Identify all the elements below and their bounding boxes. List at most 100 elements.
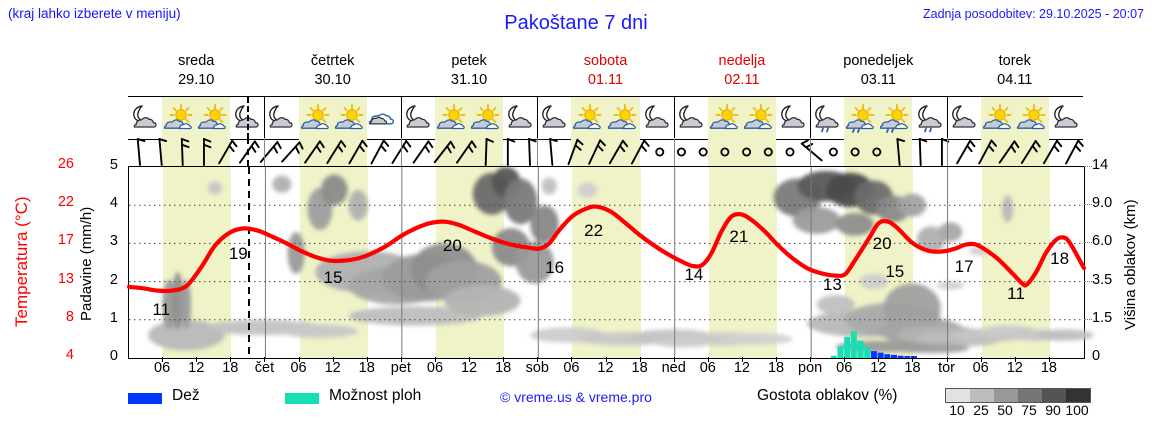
day-name: četrtek [310, 53, 355, 69]
day-name: nedelja [718, 53, 766, 69]
day-separator [537, 138, 539, 166]
wind-barb-row [128, 138, 1084, 166]
precipitation-tick: 5 [109, 157, 118, 173]
cloud-density-scale-number: 75 [1021, 402, 1037, 418]
wind-barb [1042, 139, 1063, 165]
cloud-density-scale-number: 50 [997, 402, 1013, 418]
x-tick-label: 12 [460, 360, 478, 376]
sun-cloud-icon [162, 97, 196, 139]
day-name: torek [998, 53, 1031, 69]
sun-cloud-icon [742, 97, 776, 139]
forecast-plot [126, 166, 1094, 359]
temperature-value-label: 18 [1050, 249, 1070, 269]
day-separator [537, 97, 539, 139]
night-cloudy-icon [401, 97, 435, 139]
wind-barb [528, 138, 537, 166]
x-tick-mark [1048, 357, 1050, 362]
night-cloudy-icon [776, 97, 810, 139]
wind-barb [218, 139, 238, 165]
x-tick-label: 12 [324, 360, 341, 376]
precipitation-bar [837, 346, 844, 358]
wind-barb [763, 147, 773, 157]
temperature-curve [126, 204, 1087, 294]
sun-cloud-icon [606, 97, 640, 139]
cloud-height-tick: 6.0 [1092, 233, 1113, 250]
night-cloudy-icon [1049, 97, 1083, 139]
wind-barb [1065, 139, 1084, 165]
x-tick-mark [366, 357, 368, 362]
precipitation-bar [844, 336, 851, 358]
x-tick-mark [707, 357, 709, 362]
x-tick-label: 06 [426, 360, 444, 376]
wind-barb [259, 141, 282, 163]
x-tick-mark [673, 357, 675, 362]
precipitation-bar [884, 354, 891, 358]
day-date: 03.11 [860, 72, 896, 88]
wind-barb [720, 147, 730, 157]
cloud-density-label: Gostota oblakov (%) [757, 387, 898, 404]
wind-barb [549, 138, 558, 166]
wind-barb [998, 140, 1020, 164]
temperature-tick: 17 [57, 232, 74, 249]
precipitation-tick: 1 [109, 309, 118, 326]
daylight-band [844, 138, 913, 166]
day-headers: sreda 29.10 četrtek 30.10 petek 31.10 sobota 01… [128, 52, 1083, 94]
cloud-density-gradient [945, 388, 1091, 403]
day-date: 29.10 [178, 72, 215, 88]
x-tick-mark [912, 357, 914, 362]
wind-barb [698, 147, 708, 157]
temperature-value-label: 11 [152, 299, 171, 319]
temperature-tick: 26 [57, 156, 74, 172]
night-cloudy-icon [947, 97, 981, 139]
wind-barb [655, 147, 665, 157]
night-cloudy-icon [128, 97, 162, 139]
day-separator [673, 97, 675, 139]
wind-barb [785, 147, 795, 157]
night-cloudy-icon [503, 97, 537, 139]
cloud-density-scale-number: 10 [949, 402, 965, 418]
showers-legend-swatch [285, 393, 319, 404]
temperature-value-label: 20 [442, 236, 462, 256]
wind-barb [828, 147, 838, 157]
x-tick-mark [571, 357, 573, 362]
x-tick-mark [469, 357, 471, 362]
daylight-band [572, 167, 641, 358]
x-tick-label: čet [254, 360, 275, 376]
precipitation-bar [864, 346, 871, 358]
sun-cloud-icon [435, 97, 469, 139]
cloud-density-field [148, 167, 1094, 354]
temperature-value-label: 16 [545, 258, 565, 278]
last-update-label: Zadnja posodobitev: 29.10.2025 - 20:07 [922, 7, 1144, 21]
wind-barb [412, 140, 434, 164]
wind-barb [800, 139, 823, 162]
wind-barb [608, 139, 629, 165]
precipitation-bar [911, 356, 918, 358]
temperature-value-label: 20 [872, 234, 892, 254]
cloud-height-tick: 1.5 [1092, 309, 1113, 326]
wind-barb [370, 139, 390, 165]
daylight-band [708, 167, 778, 358]
x-tick-label: tor [938, 360, 956, 376]
day-date: 02.11 [724, 72, 760, 88]
day-date: 01.11 [587, 72, 624, 88]
night-cloudy-icon [537, 97, 571, 139]
wind-barb [158, 138, 168, 166]
sun-cloud-rain-icon [844, 97, 878, 139]
x-tick-label: 12 [870, 360, 887, 376]
day-header-2: petek 31.10 [401, 52, 537, 94]
night-rain-icon [810, 97, 844, 139]
day-header-5: ponedeljek 03.11 [810, 52, 946, 94]
cloud-density-scale-number: 100 [1065, 402, 1089, 418]
day-separator [264, 97, 266, 139]
temperature-tick: 8 [65, 308, 74, 325]
precipitation-tick: 4 [109, 195, 118, 212]
temperature-tick: 13 [57, 270, 74, 287]
x-tick-label: 06 [290, 360, 307, 376]
wind-barb [203, 138, 212, 166]
temperature-value-label: 15 [323, 267, 343, 287]
x-tick-label: 18 [904, 360, 921, 376]
day-separator [264, 138, 266, 166]
cloud-axis-tickmark [1084, 242, 1092, 244]
daylight-band [571, 138, 640, 166]
copyright-label[interactable]: © vreme.us & vreme.pro [500, 389, 652, 405]
